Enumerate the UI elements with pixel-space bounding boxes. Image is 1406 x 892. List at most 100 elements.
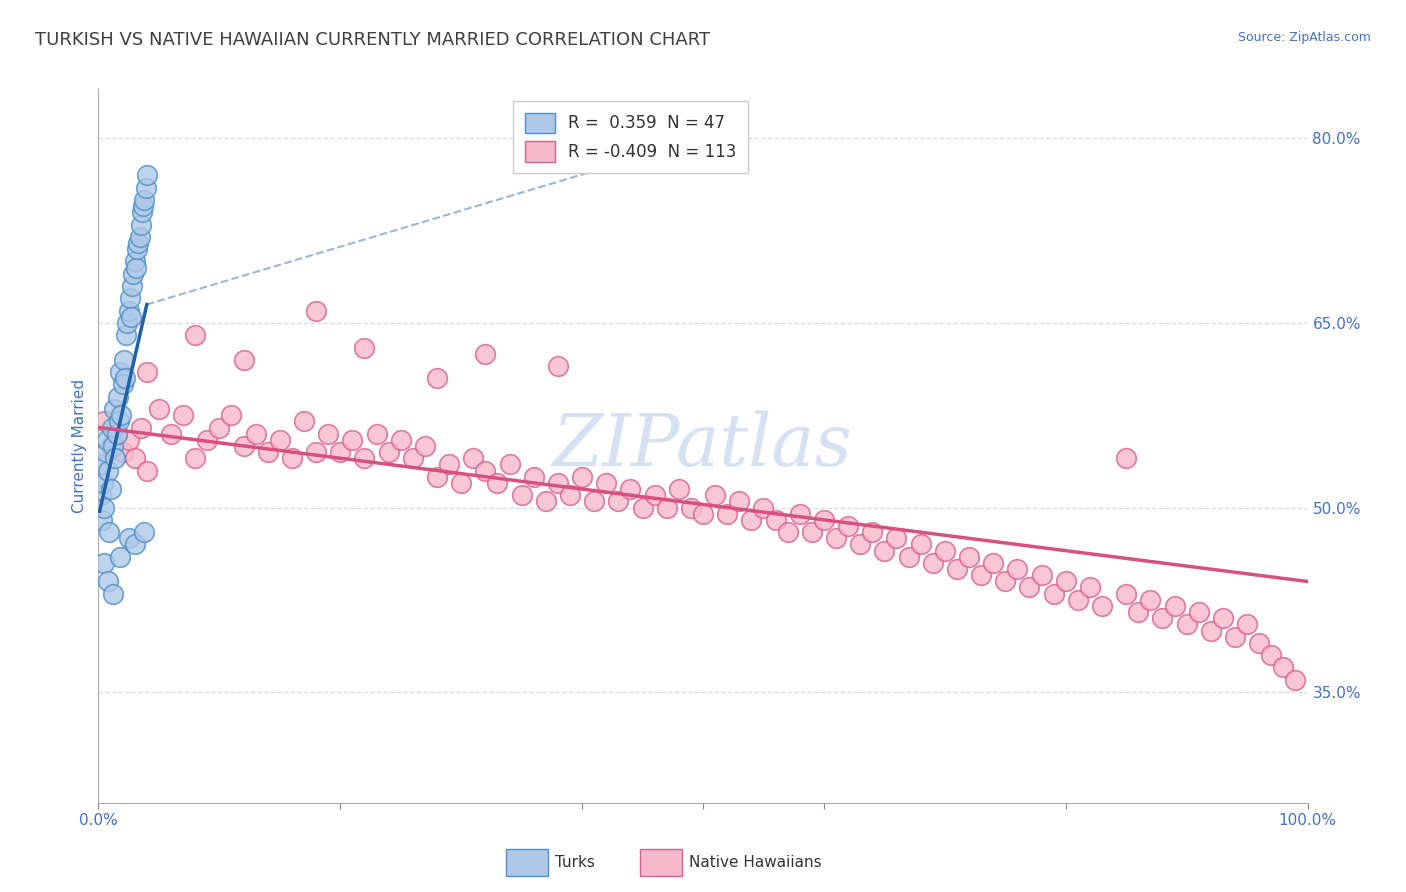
Point	[124, 254, 146, 268]
Point	[135, 464, 157, 478]
Point	[269, 433, 291, 447]
Point	[486, 475, 509, 490]
Point	[305, 303, 328, 318]
Point	[172, 409, 194, 423]
Point	[104, 451, 127, 466]
Point	[668, 482, 690, 496]
Point	[474, 347, 496, 361]
Point	[413, 439, 436, 453]
Point	[426, 371, 449, 385]
Point	[127, 242, 149, 256]
Point	[134, 525, 156, 540]
Point	[232, 439, 254, 453]
Point	[1212, 611, 1234, 625]
Point	[135, 169, 157, 183]
Point	[1284, 673, 1306, 687]
Point	[837, 519, 859, 533]
Point	[583, 494, 606, 508]
Point	[752, 500, 775, 515]
Point	[89, 458, 111, 472]
Point	[118, 433, 141, 447]
Point	[1042, 587, 1064, 601]
Point	[127, 235, 149, 250]
Point	[107, 390, 129, 404]
Point	[316, 426, 339, 441]
Point	[195, 433, 218, 447]
Point	[101, 587, 124, 601]
Point	[510, 488, 533, 502]
Point	[135, 180, 157, 194]
Point	[105, 426, 128, 441]
Point	[118, 291, 141, 305]
Point	[692, 507, 714, 521]
Point	[232, 352, 254, 367]
Point	[547, 475, 569, 490]
Point	[305, 445, 328, 459]
Point	[245, 426, 267, 441]
Point	[981, 556, 1004, 570]
Point	[100, 439, 122, 453]
Point	[111, 377, 134, 392]
Point	[1260, 648, 1282, 662]
Point	[1018, 581, 1040, 595]
Point	[148, 402, 170, 417]
Point	[353, 341, 375, 355]
Point	[91, 513, 114, 527]
Point	[96, 433, 118, 447]
Point	[789, 507, 811, 521]
Point	[1078, 581, 1101, 595]
Point	[728, 494, 751, 508]
Point	[474, 464, 496, 478]
Point	[534, 494, 557, 508]
Point	[108, 365, 131, 379]
Point	[607, 494, 630, 508]
Point	[91, 475, 114, 490]
Point	[128, 230, 150, 244]
Point	[90, 488, 112, 502]
Point	[100, 420, 122, 434]
Point	[134, 193, 156, 207]
Point	[292, 414, 315, 428]
Point	[849, 537, 872, 551]
Point	[118, 531, 141, 545]
Point	[111, 445, 134, 459]
Point	[934, 543, 956, 558]
Point	[1115, 451, 1137, 466]
Point	[886, 531, 908, 545]
Point	[118, 303, 141, 318]
Point	[208, 420, 231, 434]
Point	[571, 469, 593, 483]
Point	[124, 537, 146, 551]
Point	[342, 433, 364, 447]
Point	[655, 500, 678, 515]
Point	[97, 574, 120, 589]
Point	[1188, 605, 1211, 619]
Text: Source: ZipAtlas.com: Source: ZipAtlas.com	[1237, 31, 1371, 45]
Point	[93, 556, 115, 570]
Point	[115, 328, 138, 343]
Point	[644, 488, 666, 502]
Point	[946, 562, 969, 576]
Point	[97, 464, 120, 478]
Point	[825, 531, 848, 545]
Point	[1067, 592, 1090, 607]
Point	[366, 426, 388, 441]
Point	[256, 445, 278, 459]
Point	[98, 525, 121, 540]
Point	[704, 488, 727, 502]
Point	[631, 500, 654, 515]
Point	[498, 458, 520, 472]
Point	[101, 439, 124, 453]
Point	[463, 451, 485, 466]
Point	[121, 279, 143, 293]
Point	[619, 482, 641, 496]
Point	[389, 433, 412, 447]
Point	[132, 199, 155, 213]
Point	[184, 451, 207, 466]
Point	[94, 445, 117, 459]
Point	[221, 409, 243, 423]
Point	[765, 513, 787, 527]
Point	[1091, 599, 1114, 613]
Point	[426, 469, 449, 483]
Point	[377, 445, 399, 459]
